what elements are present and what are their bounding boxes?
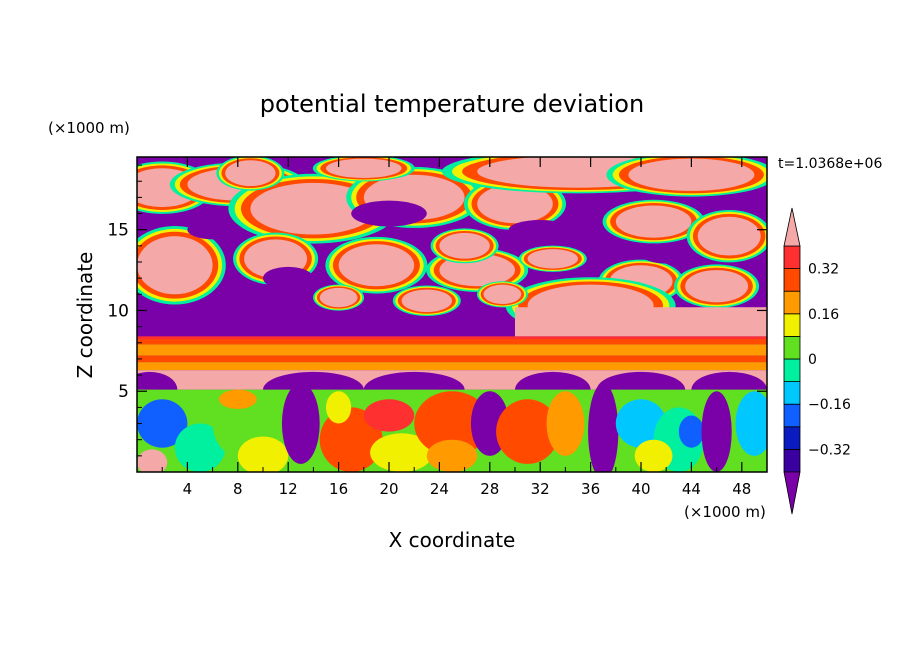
colorbar-bin (783, 358, 801, 383)
time-label: t=1.0368e+06 (778, 156, 882, 172)
contour-cell (281, 383, 320, 464)
colorbar-tick-label: −0.16 (808, 397, 851, 413)
colorbar-tick-label: −0.32 (808, 442, 851, 458)
contour-blob (137, 236, 213, 295)
y-tick-label: 5 (118, 382, 129, 402)
x-axis: 4 8 12 16 20 24 28 32 36 40 44 48 (161, 157, 751, 498)
contour-blob (326, 158, 402, 178)
contour-band (515, 307, 767, 337)
x-tick-label: 12 (279, 480, 298, 498)
colorbar: 0.32 0.16 0 −0.16 −0.32 (783, 207, 851, 515)
contour-band (137, 337, 767, 345)
contour-cell (237, 436, 289, 472)
x-tick-label: 28 (480, 480, 499, 498)
contour-cell (414, 391, 490, 456)
contour-cell (701, 391, 732, 472)
contour-blob (685, 270, 749, 303)
x-tick-label: 16 (329, 480, 348, 498)
contour-blob (477, 184, 553, 224)
contour-blob (527, 249, 578, 269)
x-tick-label: 36 (581, 480, 600, 498)
colorbar-max-arrow (783, 207, 801, 247)
x-tick-label: 48 (732, 480, 751, 498)
x-tick-label: 8 (233, 480, 243, 498)
colorbar-bin (783, 335, 801, 360)
contour-cell (174, 423, 226, 472)
contour-blob (401, 289, 452, 313)
x-tick-label: 20 (379, 480, 398, 498)
contour-blob (697, 216, 761, 256)
contour-blob (338, 244, 415, 287)
contour-cell (546, 391, 585, 456)
contour-blob (187, 220, 238, 240)
colorbar-bin (783, 268, 801, 292)
contour-cell (319, 407, 383, 472)
colorbar-bin (783, 448, 801, 473)
contour-cell (363, 399, 415, 432)
x-axis-label: X coordinate (389, 528, 516, 552)
contour-blob (319, 287, 358, 308)
contour-blob (483, 284, 522, 304)
chart-title: potential temperature deviation (260, 90, 644, 118)
contour-cell (496, 399, 560, 464)
colorbar-bin (783, 403, 801, 428)
x-tick-label: 24 (430, 480, 449, 498)
contour-cell (426, 439, 478, 472)
y-tick-label: 10 (107, 301, 129, 321)
x-tick-label: 4 (183, 480, 193, 498)
contour-cell (137, 449, 168, 472)
colorbar-bin (783, 426, 801, 450)
contour-band (137, 336, 767, 340)
colorbar-bin (783, 245, 801, 270)
x-unit-label: (×1000 m) (684, 503, 766, 521)
contour-blob (250, 182, 377, 235)
contour-blob (351, 200, 427, 227)
x-tick-label: 44 (682, 480, 701, 498)
plot-frame (136, 156, 768, 473)
contour-cell (735, 391, 767, 456)
contour-cell (326, 391, 352, 424)
colorbar-bin (783, 313, 801, 337)
colorbar-min-arrow (783, 471, 801, 515)
contour-cell (634, 439, 673, 472)
contour-cell (137, 399, 188, 448)
contour-blob (439, 232, 490, 259)
contour-cell (588, 383, 619, 472)
contour-blob (508, 220, 572, 240)
contour-blob (615, 205, 692, 238)
contour-cell (370, 433, 434, 472)
contour-blob (225, 160, 276, 187)
contour-blob (263, 266, 314, 290)
y-tick-label: 15 (107, 221, 129, 241)
y-axis-label: Z coordinate (73, 252, 97, 379)
contour-band (137, 355, 767, 363)
colorbar-tick-label: 0.16 (808, 307, 839, 323)
colorbar-tick-label: 0.32 (808, 262, 839, 278)
x-tick-label: 40 (631, 480, 650, 498)
colorbar-tick-label: 0 (808, 352, 817, 368)
contour-band (137, 362, 767, 371)
contour-cell (218, 389, 257, 409)
contour-cell (615, 399, 667, 448)
plot-area (137, 157, 767, 472)
contour-blob (641, 244, 692, 264)
contour-band (137, 344, 767, 356)
colorbar-bin (783, 290, 801, 315)
x-tick-label: 32 (531, 480, 550, 498)
colorbar-bin (783, 381, 801, 405)
y-unit-label: (×1000 m) (48, 119, 130, 137)
contour-cell (678, 415, 705, 448)
y-axis: 5 10 15 (107, 164, 767, 457)
contour-blob (628, 158, 755, 191)
